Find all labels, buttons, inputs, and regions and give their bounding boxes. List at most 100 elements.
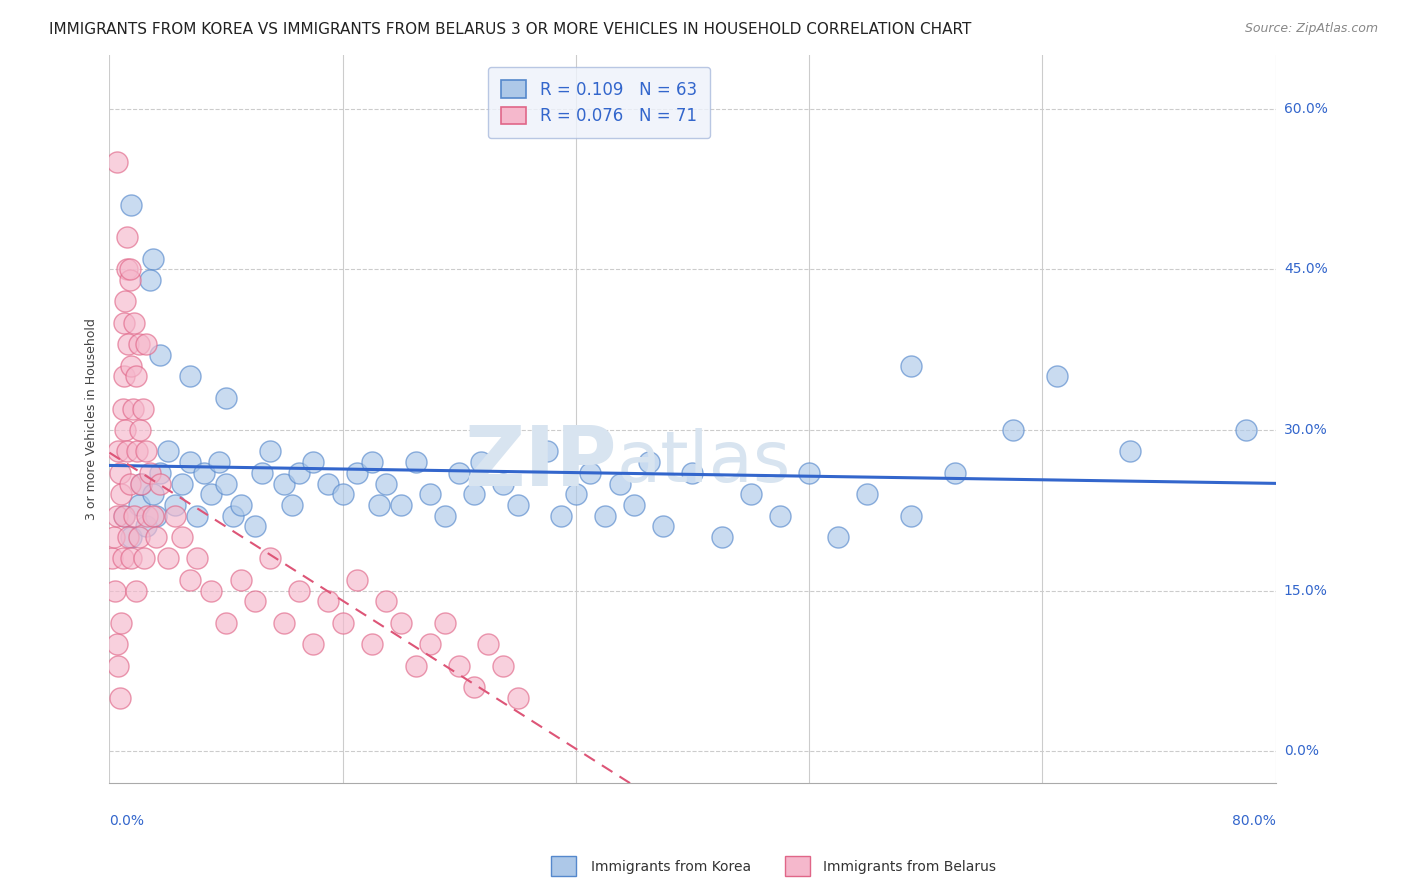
Point <box>128 498 150 512</box>
Point <box>316 476 339 491</box>
Y-axis label: 3 or more Vehicles in Household: 3 or more Vehicles in Household <box>86 318 98 520</box>
Point <box>593 508 616 523</box>
Point <box>179 573 201 587</box>
Text: IMMIGRANTS FROM KOREA VS IMMIGRANTS FROM BELARUS 3 OR MORE VEHICLES IN HOUSEHOLD: IMMIGRANTS FROM KOREA VS IMMIGRANTS FROM… <box>49 22 972 37</box>
Point <box>419 487 441 501</box>
Point <box>652 519 675 533</box>
Point <box>252 466 274 480</box>
Point <box>120 198 142 212</box>
Text: 15.0%: 15.0% <box>1284 583 1327 598</box>
Point <box>132 401 155 416</box>
Point <box>122 316 145 330</box>
Point <box>1002 423 1025 437</box>
Point <box>1234 423 1257 437</box>
Point <box>273 615 295 630</box>
Point <box>243 519 266 533</box>
Point <box>797 466 820 480</box>
Text: 45.0%: 45.0% <box>1284 262 1327 277</box>
Point <box>104 583 127 598</box>
Point <box>1046 369 1069 384</box>
Point <box>124 583 146 598</box>
Point <box>121 401 143 416</box>
Point <box>375 476 398 491</box>
Point <box>118 262 141 277</box>
Point <box>375 594 398 608</box>
Point <box>316 594 339 608</box>
Point <box>115 262 138 277</box>
Point <box>179 455 201 469</box>
Point <box>107 658 129 673</box>
Point <box>506 498 529 512</box>
Point <box>193 466 215 480</box>
Point <box>186 508 208 523</box>
Point <box>172 530 194 544</box>
Point <box>111 401 134 416</box>
Point <box>827 530 849 544</box>
Point <box>288 466 311 480</box>
Point <box>108 466 131 480</box>
Point <box>229 498 252 512</box>
Point <box>129 423 152 437</box>
Point <box>118 476 141 491</box>
Point <box>114 423 136 437</box>
Point <box>419 637 441 651</box>
Text: 80.0%: 80.0% <box>1232 814 1275 828</box>
Point <box>118 273 141 287</box>
Point <box>463 680 485 694</box>
Point <box>288 583 311 598</box>
Point <box>682 466 704 480</box>
Point <box>769 508 792 523</box>
Point <box>259 444 281 458</box>
Point <box>149 476 172 491</box>
Point <box>346 466 368 480</box>
Point <box>332 615 354 630</box>
Text: 60.0%: 60.0% <box>1284 102 1327 116</box>
Point <box>111 551 134 566</box>
Point <box>145 508 167 523</box>
Point <box>200 487 222 501</box>
Point <box>136 508 159 523</box>
Point <box>110 487 132 501</box>
Point <box>124 369 146 384</box>
Point <box>637 455 659 469</box>
Point <box>449 658 471 673</box>
Point <box>142 487 165 501</box>
Point <box>856 487 879 501</box>
Point <box>360 637 382 651</box>
Point <box>463 487 485 501</box>
Point <box>105 508 128 523</box>
Point <box>115 444 138 458</box>
Text: atlas: atlas <box>617 428 792 498</box>
Point <box>163 508 186 523</box>
Point <box>609 476 631 491</box>
Point <box>405 455 427 469</box>
Point <box>492 476 515 491</box>
Point <box>107 444 129 458</box>
Point <box>134 551 156 566</box>
Point <box>215 476 238 491</box>
Point <box>368 498 391 512</box>
Point <box>112 508 135 523</box>
Text: 30.0%: 30.0% <box>1284 423 1327 437</box>
Point <box>139 273 162 287</box>
Point <box>215 391 238 405</box>
Point <box>302 637 325 651</box>
Point <box>200 583 222 598</box>
Point <box>139 466 162 480</box>
Point <box>135 444 157 458</box>
Point <box>623 498 645 512</box>
Point <box>156 444 179 458</box>
Point <box>536 444 558 458</box>
Point <box>273 476 295 491</box>
Point <box>135 337 157 351</box>
Point <box>243 594 266 608</box>
Point <box>120 551 142 566</box>
Point <box>477 637 499 651</box>
Point <box>389 615 412 630</box>
Point <box>114 294 136 309</box>
Point <box>740 487 762 501</box>
Point <box>222 508 245 523</box>
Point <box>433 508 456 523</box>
Point <box>506 690 529 705</box>
Point <box>229 573 252 587</box>
